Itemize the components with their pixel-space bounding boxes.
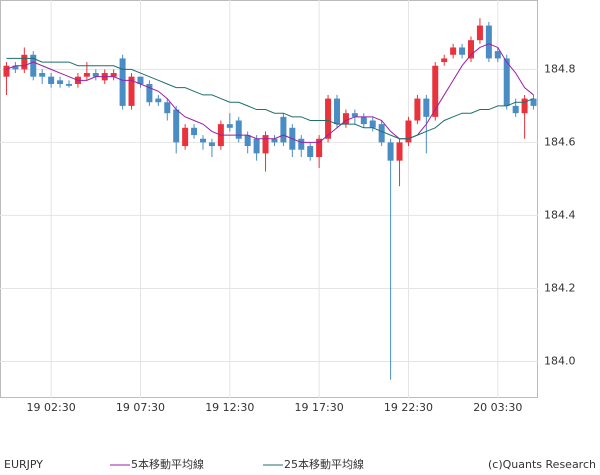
candle-body	[146, 83, 153, 103]
candle-body	[503, 58, 510, 106]
symbol: EURJPY	[4, 458, 43, 471]
candle-body	[235, 120, 242, 139]
y-tick-label: 184.4	[544, 208, 576, 221]
moving-average-line	[6, 43, 534, 143]
candle-body	[173, 109, 180, 143]
candle-body	[512, 105, 519, 114]
candle-body	[208, 142, 215, 147]
credit: (c)Quants Research	[488, 458, 596, 471]
candle-body	[155, 98, 162, 103]
x-tick-label: 19 17:30	[295, 401, 344, 414]
y-tick-label: 184.2	[544, 281, 576, 294]
candle-body	[3, 65, 10, 77]
candle-body	[396, 142, 403, 161]
x-tick-label: 19 07:30	[116, 401, 165, 414]
candle-body	[244, 135, 251, 147]
candle-body	[66, 83, 72, 86]
candle-body	[30, 54, 37, 77]
candle-body	[351, 113, 358, 117]
x-tick-label: 20 03:30	[473, 401, 522, 414]
x-tick-label: 19 02:30	[27, 401, 76, 414]
candle-body	[226, 124, 233, 128]
candle-body	[21, 54, 28, 70]
candle-body	[12, 65, 19, 70]
candle-body	[441, 58, 448, 63]
x-tick-label: 19 12:30	[205, 401, 254, 414]
candle-body	[387, 142, 394, 161]
candle-body	[405, 120, 412, 143]
candle-body	[307, 146, 314, 158]
legend-label: 5本移動平均線	[131, 457, 204, 471]
candle-body	[414, 98, 421, 121]
candle-body	[432, 65, 439, 117]
candle-body	[137, 76, 144, 84]
candle-body	[316, 138, 323, 158]
candle-body	[325, 98, 332, 139]
candle-body	[485, 25, 492, 59]
candle-body	[39, 73, 46, 77]
candle-body	[530, 98, 537, 106]
candle-body	[164, 102, 171, 114]
legend-label: 25本移動平均線	[284, 457, 364, 471]
candle-body	[369, 120, 376, 128]
candle-body	[280, 116, 287, 143]
candle-body	[423, 98, 430, 117]
x-tick-label: 19 22:30	[384, 401, 433, 414]
candle-body	[57, 80, 64, 84]
candle-body	[459, 47, 466, 55]
candle-body	[48, 76, 55, 84]
candle-body	[92, 73, 99, 77]
candle-body	[128, 76, 135, 106]
y-tick-label: 184.8	[544, 62, 576, 75]
candle-body	[83, 73, 90, 77]
candle-body	[450, 47, 457, 55]
candle-body	[378, 124, 385, 143]
candle-body	[521, 98, 528, 114]
candle-body	[298, 138, 305, 150]
y-tick-label: 184.6	[544, 135, 576, 148]
candle-body	[119, 58, 126, 106]
candle-body	[262, 135, 269, 154]
candle-body	[253, 138, 260, 154]
candle-body	[191, 127, 198, 136]
y-tick-label: 184.0	[544, 354, 576, 367]
candle-body	[476, 25, 483, 41]
candle-body	[334, 98, 340, 125]
candle-body	[468, 40, 474, 59]
candle-body	[494, 51, 501, 59]
plot-area	[0, 0, 538, 398]
candle-body	[182, 127, 189, 147]
candle-body	[342, 113, 349, 125]
candle-body	[200, 138, 206, 143]
moving-average-line	[6, 57, 534, 140]
candle-body	[360, 116, 367, 125]
candle-body	[271, 138, 278, 143]
candle-body	[110, 73, 117, 77]
